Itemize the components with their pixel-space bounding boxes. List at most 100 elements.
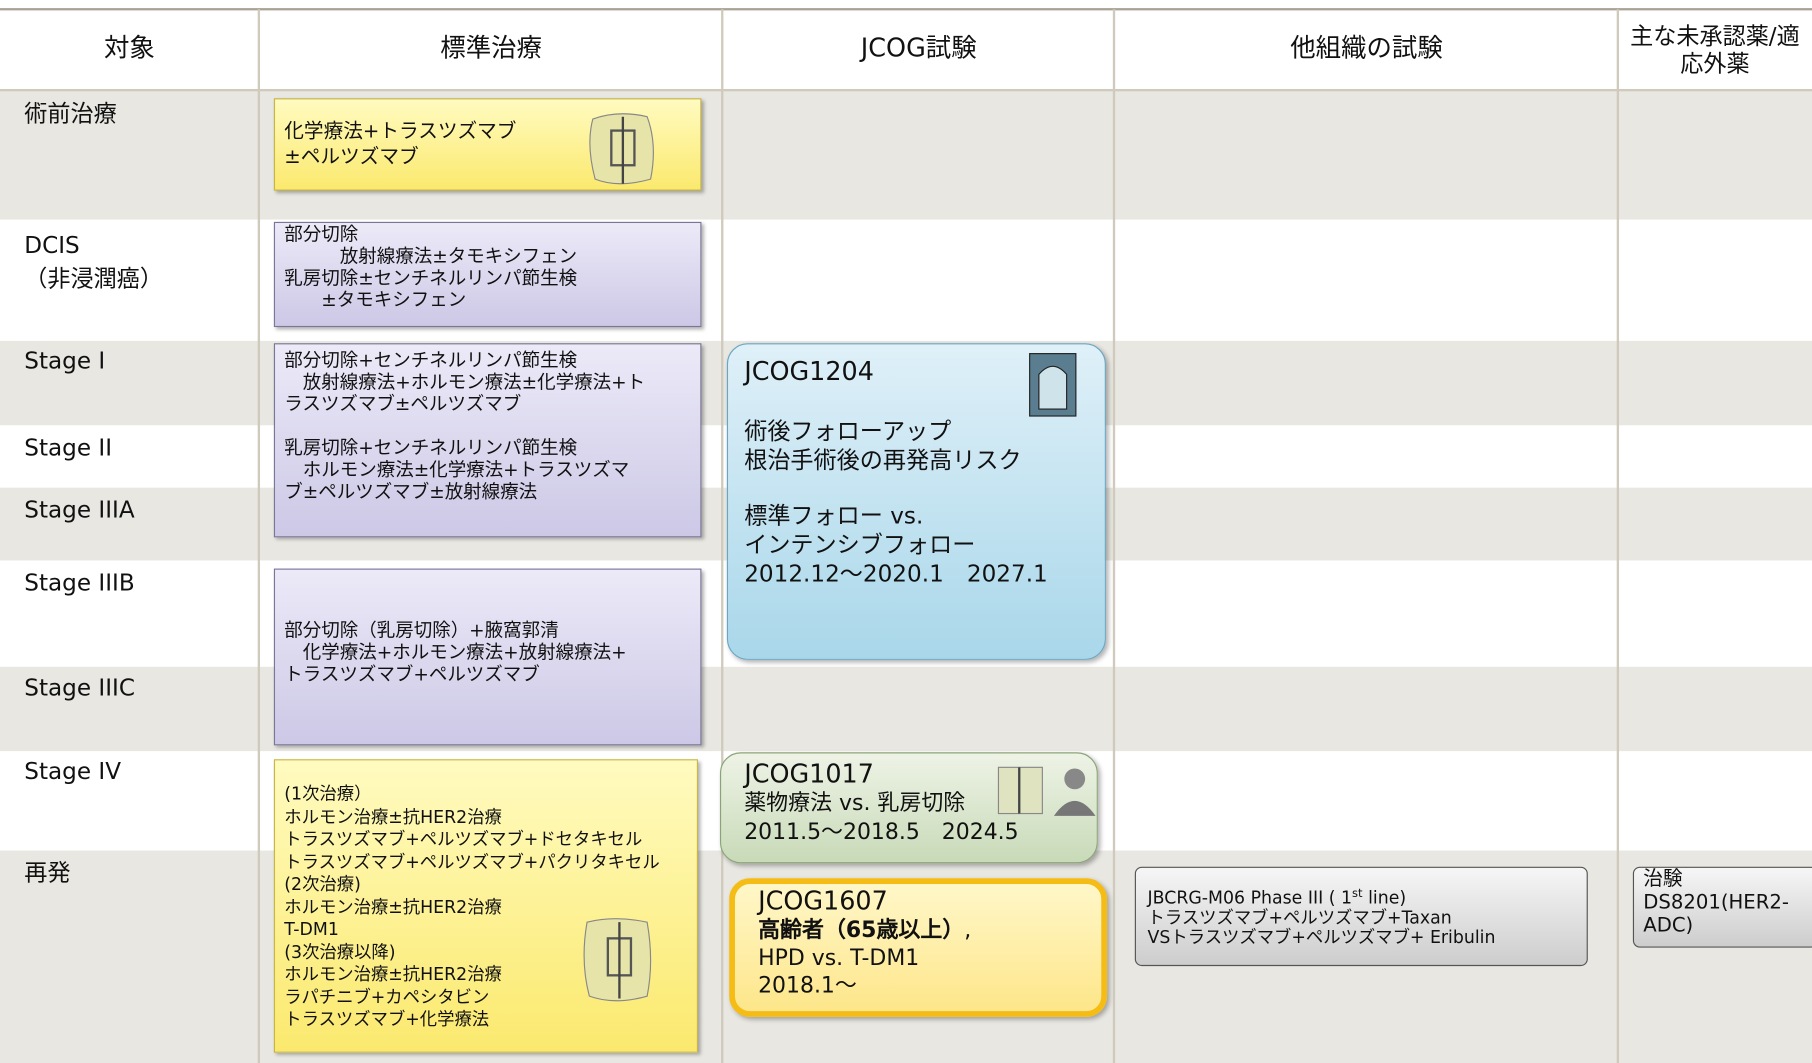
highlight: 高齢者（65歳以上） (758, 917, 965, 943)
text-line: 2012.12～2020.1 2027.1 (744, 559, 1048, 588)
text-line: ホルモン治療±抗HER2治療 (284, 806, 502, 827)
paragraph: 術後フォローアップ 根治手術後の再発高リスク (744, 417, 1088, 475)
text-line: 2011.5～2018.5 2024.5 (744, 819, 1019, 845)
text-line: Stage IIIC (24, 673, 135, 702)
text-line: 化学療法+トラスツズマブ (284, 120, 517, 144)
paragraph: 乳房切除+センチネルリンパ節生検 ホルモン療法±化学療法+トラスツズマ ブ±ペルツ… (284, 437, 691, 503)
row-label: Stage IIIB (24, 566, 134, 600)
text-line: ADC) (1643, 914, 1694, 938)
row-label: 再発 (24, 856, 70, 890)
text-line: Stage I (24, 346, 106, 375)
row-label: Stage IV (24, 755, 121, 789)
trial-details: トラスツズマブ+ペルツズマブ+Taxan VSトラスツズマブ+ペルツズマブ+ Er… (1148, 908, 1576, 947)
text-line: 再発 (24, 858, 71, 887)
text-line: T-DM1 (284, 918, 339, 940)
paragraph: 部分切除（乳房切除）+腋窩郭清 化学療法+ホルモン療法+放射線療法+ トラスツズマ… (284, 619, 691, 685)
text-line: (3次治療以降) (284, 941, 396, 963)
text-line: Stage IIIB (24, 568, 135, 597)
text-line: VSトラスツズマブ+ペルツズマブ+ Eribulin (1147, 926, 1496, 948)
header-cell: JCOG試験 (860, 34, 977, 64)
chair-icon (1029, 353, 1077, 417)
paragraph: 薬物療法 vs. 乳房切除 2011.5～2018.5 2024.5 (744, 789, 1073, 847)
trial-population: 高齢者（65歳以上）, (758, 916, 1078, 944)
row-label: Stage IIIC (24, 671, 135, 705)
row-label: 術前治療 (24, 97, 116, 131)
text-line: ホルモン治療±抗HER2治療 (284, 963, 502, 985)
text-line: DCIS (24, 231, 80, 259)
row-label: Stage I (24, 344, 105, 378)
header-top-line (0, 8, 1812, 11)
treatment-box: 部分切除+センチネルリンパ節生検 放射線療法+ホルモン療法±化学療法+ト ラスツズ… (273, 343, 702, 538)
text-line: 術前治療 (24, 99, 117, 128)
text-line: ラスツズマブ±ペルツズマブ (284, 392, 522, 415)
text-line: ±ペルツズマブ (284, 145, 419, 169)
treatment-box: (1次治療） ホルモン治療±抗HER2治療 トラスツズマブ+ペルツズマブ+ドセタキセ… (273, 759, 698, 1053)
text-line: トラスツズマブ+ペルツズマブ+パクリタキセル (284, 851, 660, 872)
paragraph: (1次治療） ホルモン治療±抗HER2治療 トラスツズマブ+ペルツズマブ+ドセタキセ… (284, 784, 687, 1032)
row-label: DCIS （非浸潤癌） (24, 229, 163, 296)
trial-details: HPD vs. T-DM1 2018.1～ (758, 944, 1078, 999)
column-line (1112, 9, 1116, 1063)
text-line: ホルモン治療±抗HER2治療 (284, 896, 502, 917)
header-cell: 他組織の試験 (1290, 34, 1443, 64)
header-cell: 主な未承認薬/適応外薬 (1630, 21, 1800, 78)
text-line: 根治手術後の再発高リスク (744, 446, 1022, 474)
text-line: トラスツズマブ+ペルツズマブ+Taxan (1147, 907, 1452, 928)
text-line: 部分切除（乳房切除）+腋窩郭清 (284, 619, 559, 642)
column-line (721, 9, 724, 1063)
text-line: 部分切除 (284, 223, 359, 245)
header-cell: 標準治療 (440, 34, 542, 64)
row-label: Stage II (24, 431, 112, 465)
paragraph: HPD vs. T-DM1 2018.1～ (758, 944, 1078, 999)
trial-title: JBCRG-M06 Phase III ( 1st line) (1148, 884, 1576, 908)
treatment-box: 部分切除 放射線療法±タモキシフェン 乳房切除±センチネルリンパ節生検 ±タモキシ… (273, 221, 702, 328)
text-line: 治験 (1643, 867, 1683, 891)
text-line: HPD vs. T-DM1 (758, 945, 920, 971)
column-line (1616, 9, 1620, 1063)
text-line: ブ±ペルツズマブ±放射線療法 (284, 480, 538, 503)
trial-box: JBCRG-M06 Phase III ( 1st line) トラスツズマブ+… (1134, 866, 1588, 967)
row-label: Stage IIIA (24, 493, 134, 527)
text-line: Stage IIIA (24, 495, 135, 524)
text-line: ±タモキシフェン (284, 288, 467, 311)
header-cell: 対象 (103, 34, 155, 64)
text-line: （非浸潤癌） (24, 264, 163, 293)
text-line: トラスツズマブ+ペルツズマブ (284, 663, 540, 686)
trial-box: JCOG1204 術後フォローアップ 根治手術後の再発高リスク 標準フォロー vs.… (726, 343, 1106, 660)
treatment-icons (997, 766, 1096, 816)
title-part: JBCRG-M06 Phase III ( 1 (1147, 887, 1353, 909)
trial-details: 術後フォローアップ 根治手術後の再発高リスク 標準フォロー vs. インテンシブフォロ… (744, 417, 1088, 588)
text-line: Stage II (24, 433, 113, 462)
superscript: st (1352, 887, 1363, 901)
text-line: 標準フォロー vs. (744, 501, 924, 530)
text-line: トラスツズマブ+化学療法 (284, 1008, 490, 1030)
row-band (0, 666, 1812, 752)
text-line: 2018.1～ (758, 973, 857, 999)
text-line: Stage IV (24, 756, 122, 785)
text-line: 化学療法+ホルモン療法+放射線療法+ (284, 641, 627, 664)
text-line: 乳房切除+センチネルリンパ節生検 (284, 436, 578, 459)
paragraph: 部分切除 放射線療法±タモキシフェン 乳房切除±センチネルリンパ節生検 ±タモキシ… (284, 223, 691, 311)
highlight-suffix: , (964, 917, 972, 943)
text-line: (2次治療) (284, 873, 361, 895)
column-line (257, 9, 261, 1063)
text-line: 放射線療法+ホルモン療法±化学療法+ト (284, 370, 646, 393)
text-line: ラパチニブ+カペシタビン (284, 986, 490, 1008)
trial-id: JCOG1607 (758, 887, 888, 917)
treatment-box: 部分切除（乳房切除）+腋窩郭清 化学療法+ホルモン療法+放射線療法+ トラスツズマ… (273, 568, 702, 746)
text-line: 部分切除+センチネルリンパ節生検 (284, 348, 578, 371)
text-line: 術後フォローアップ (744, 417, 952, 445)
iv-icon (583, 918, 652, 1002)
text-line: 乳房切除±センチネルリンパ節生検 (284, 266, 578, 289)
row-band (0, 90, 1812, 220)
text-line: DS8201(HER2- (1643, 890, 1789, 915)
iv-icon (589, 113, 654, 185)
paragraph: 部分切除+センチネルリンパ節生検 放射線療法+ホルモン療法±化学療法+ト ラスツズ… (284, 349, 691, 415)
paragraph: 化学療法+トラスツズマブ ±ペルツズマブ (284, 119, 691, 170)
text-line: 薬物療法 vs. 乳房切除 (744, 790, 966, 816)
text-line: (1次治療） (284, 783, 372, 805)
text-line: 放射線療法±タモキシフェン (284, 244, 578, 267)
trial-details: 薬物療法 vs. 乳房切除 2011.5～2018.5 2024.5 (744, 789, 1073, 847)
trial-id: JCOG1017 (744, 760, 874, 790)
